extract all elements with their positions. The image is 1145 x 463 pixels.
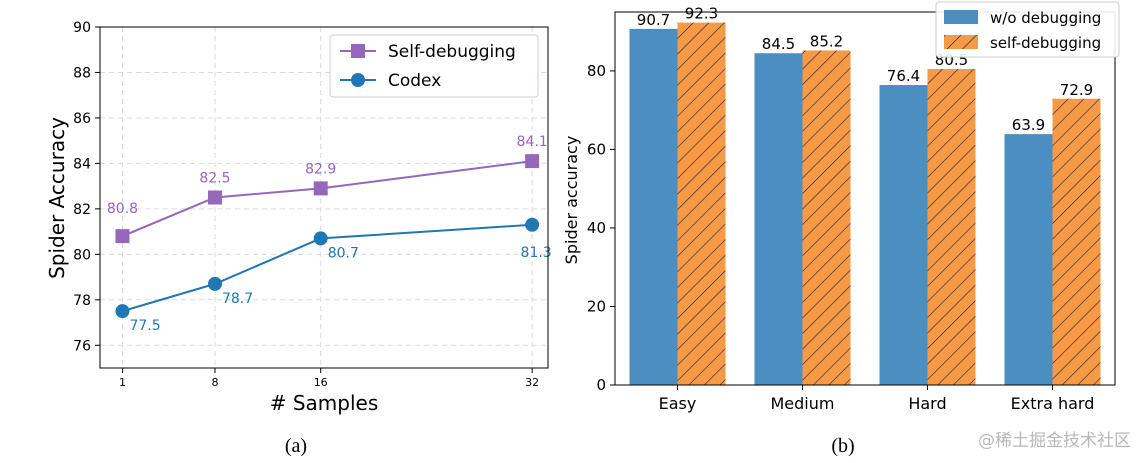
- w-o-debugging-bar-label: 76.4: [887, 67, 920, 85]
- chart-b-x-tick-label: Medium: [771, 394, 835, 413]
- self-debugging-point: [207, 190, 222, 205]
- codex-data-label: 80.7: [328, 245, 359, 261]
- legend-codex-marker: [351, 73, 365, 87]
- chart-a-y-tick-label: 86: [73, 111, 91, 127]
- chart-a-y-tick-label: 90: [73, 20, 91, 36]
- self-debugging-data-label: 84.1: [517, 134, 548, 150]
- self-debugging-point: [115, 229, 130, 244]
- chart-b-ylabel: Spider accuracy: [562, 136, 581, 265]
- codex-data-label: 77.5: [129, 318, 160, 334]
- legend-codex-label: Codex: [388, 71, 441, 91]
- chart-a-y-tick-label: 88: [73, 65, 91, 81]
- codex-point: [313, 231, 328, 246]
- chart-a-x-tick-label: 8: [211, 376, 218, 389]
- codex-data-label: 78.7: [222, 291, 253, 307]
- legend-wo-debugging-swatch: [944, 10, 978, 24]
- legend-self-debugging-swatch: [944, 35, 978, 49]
- chart-a-line-chart: 80.8 82.5 82.9 84.1 77.5 78.7 80.7 81.3 1 8 16 32 7…: [45, 20, 552, 457]
- legend-self-debugging-marker: [351, 44, 365, 58]
- w-o-debugging-bar: [754, 53, 803, 385]
- legend-self-debugging-label: Self-debugging: [388, 42, 516, 62]
- codex-point: [115, 304, 130, 319]
- w-o-debugging-bar: [629, 28, 678, 386]
- chart-b-x-tick-label: Extra hard: [1011, 394, 1095, 413]
- chart-b-x-tick-label: Easy: [659, 394, 697, 413]
- codex-line: [122, 223, 533, 313]
- chart-a-x-tick-label: 1: [119, 376, 126, 389]
- watermark: @稀土掘金技术社区: [978, 431, 1131, 451]
- chart-a-caption: (a): [285, 435, 307, 457]
- w-o-debugging-bar: [1004, 134, 1053, 385]
- legend-wo-debugging-label: w/o debugging: [990, 9, 1101, 27]
- self-debugging-point: [313, 181, 328, 196]
- chart-b-plot-frame: [614, 11, 1116, 386]
- chart-b-y-tick-label: 60: [587, 140, 606, 158]
- self-debugging-line: [122, 160, 533, 238]
- self-debugging-bar-label: 85.2: [810, 32, 843, 50]
- chart-a-y-tick-label: 76: [73, 338, 91, 354]
- codex-data-label: 81.3: [521, 245, 552, 261]
- chart-b-y-tick-label: 20: [587, 297, 606, 315]
- chart-a-y-tick-label: 84: [73, 156, 91, 172]
- chart-a-y-tick-label: 82: [73, 202, 91, 218]
- chart-b-y-tick-label: 0: [596, 376, 606, 394]
- w-o-debugging-bar-label: 63.9: [1012, 116, 1045, 134]
- w-o-debugging-bar-label: 90.7: [637, 11, 670, 29]
- self-debugging-bar: [802, 50, 851, 385]
- codex-point: [207, 276, 222, 291]
- self-debugging-bar: [677, 22, 726, 386]
- chart-b-bar-chart: 90.7 92.384.5 85.276.480.563.972.9 0204060…: [562, 1, 1120, 457]
- chart-a-y-tick-label: 78: [73, 293, 91, 309]
- self-debugging-bar-label: 92.3: [685, 5, 718, 23]
- chart-b-axes: 0 20 40 60 80 Easy Medium Hard Extra hard: [587, 62, 1094, 413]
- chart-a-plot-frame: [99, 26, 549, 369]
- self-debugging-point: [525, 154, 540, 169]
- chart-a-ylabel: Spider Accuracy: [45, 117, 69, 279]
- chart-a-legend-box: [329, 34, 539, 98]
- w-o-debugging-bar-label: 84.5: [762, 35, 795, 53]
- chart-b-x-tick-label: Hard: [908, 394, 946, 413]
- chart-b-bars: 90.7 92.384.5 85.276.480.563.972.9: [629, 5, 1101, 386]
- chart-a-x-tick-label: 16: [314, 376, 328, 389]
- chart-b-y-tick-label: 80: [587, 62, 606, 80]
- w-o-debugging-bar: [879, 85, 928, 385]
- chart-a-axes: 1 8 16 32 76 78 80 82 84 86 88 90: [73, 20, 539, 389]
- chart-a-y-tick-label: 80: [73, 247, 91, 263]
- chart-a-xlabel: # Samples: [270, 391, 379, 415]
- codex-point: [525, 217, 540, 232]
- chart-a-x-tick-label: 32: [525, 376, 539, 389]
- self-debugging-bar: [927, 68, 976, 385]
- self-debugging-bar: [1052, 98, 1101, 385]
- chart-b-legend-box: [935, 1, 1120, 58]
- chart-a-series: 80.8 82.5 82.9 84.1 77.5 78.7 80.7 81.3: [107, 134, 552, 334]
- chart-b-y-tick-label: 40: [587, 219, 606, 237]
- chart-a-legend: Self-debugging Codex: [329, 34, 539, 98]
- self-debugging-data-label: 82.9: [305, 161, 336, 177]
- self-debugging-bar-label: 72.9: [1060, 81, 1093, 99]
- self-debugging-data-label: 82.5: [199, 171, 230, 187]
- chart-b-legend: w/o debugging self-debugging: [935, 1, 1120, 58]
- self-debugging-data-label: 80.8: [107, 201, 138, 217]
- chart-b-caption: (b): [831, 435, 854, 457]
- legend-self-debugging-bar-label: self-debugging: [990, 34, 1101, 52]
